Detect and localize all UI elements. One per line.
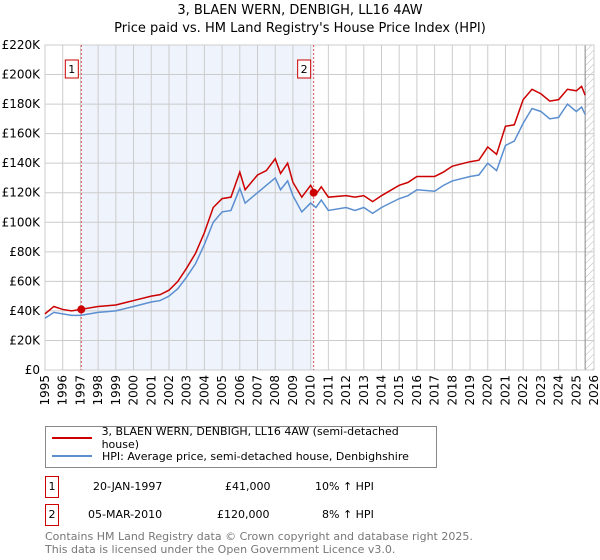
sale-point	[77, 305, 86, 314]
legend-label: 3, BLAEN WERN, DENBIGH, LL16 4AW (semi-d…	[101, 425, 399, 451]
transaction-date: 20-JAN-1997	[93, 480, 163, 493]
y-tick-label: £120K	[2, 186, 42, 200]
x-tick-label: 2007	[251, 375, 265, 406]
x-tick-label: 2017	[428, 375, 442, 406]
hpi-series-line	[44, 102, 586, 319]
legend-item-property: 3, BLAEN WERN, DENBIGH, LL16 4AW (semi-d…	[52, 425, 436, 451]
x-tick-label: 2000	[127, 375, 141, 406]
y-tick-label: £100K	[2, 215, 42, 229]
x-tick-label: 2023	[534, 375, 548, 406]
plot-border	[44, 44, 595, 371]
footer: Contains HM Land Registry data © Crown c…	[45, 530, 473, 556]
footer-line: Contains HM Land Registry data © Crown c…	[45, 530, 473, 543]
x-tick-label: 1996	[56, 375, 70, 406]
transaction-hpi: 8% ↑ HPI	[322, 508, 374, 521]
transaction-marker: 1	[45, 476, 59, 498]
x-tick-label: 2004	[197, 375, 211, 406]
legend-label: HPI: Average price, semi-detached house,…	[102, 449, 409, 463]
sale-label-box	[297, 59, 312, 79]
y-tick-label: £160K	[2, 127, 42, 141]
y-tick-label: £40K	[9, 304, 41, 318]
x-tick-label: 2014	[374, 375, 388, 406]
price-chart: 1995 1996 1997 1998 1999 2000 2001 2002 2003 2004…	[2, 38, 600, 406]
hatched-future-region	[585, 45, 594, 370]
x-tick-label: 2012	[339, 375, 353, 406]
sale-point	[309, 188, 318, 197]
transaction-row: 1 20-JAN-1997 £41,000 10% ↑ HPI	[45, 476, 445, 500]
transaction-row: 2 05-MAR-2010 £120,000 8% ↑ HPI	[45, 504, 445, 528]
x-tick-label: 2021	[498, 375, 512, 406]
x-tick-label: 2016	[410, 375, 424, 406]
x-tick-label: 2018	[445, 375, 459, 406]
y-tick-label: £140K	[2, 156, 42, 170]
x-tick-label: 2015	[392, 375, 406, 406]
x-tick-label: 2009	[286, 375, 300, 406]
x-tick-label: 1999	[109, 375, 123, 406]
x-tick-label: 1995	[38, 375, 52, 406]
chart-subtitle: Price paid vs. HM Land Registry's House …	[114, 21, 486, 36]
y-tick-label: £80K	[9, 245, 41, 259]
x-tick-label: 2011	[321, 375, 335, 406]
legend: 3, BLAEN WERN, DENBIGH, LL16 4AW (semi-d…	[45, 425, 437, 468]
x-tick-label: 2019	[463, 375, 477, 406]
transaction-marker: 2	[45, 504, 59, 526]
x-tick-label: 2025	[569, 375, 583, 406]
chart-title: 3, BLAEN WERN, DENBIGH, LL16 4AW	[177, 3, 423, 18]
y-tick-label: £200K	[2, 68, 42, 82]
x-tick-label: 1997	[73, 375, 87, 406]
x-tick-label: 2006	[233, 375, 247, 406]
x-tick-label: 2026	[587, 375, 600, 406]
y-tick-label: £180K	[2, 97, 42, 111]
legend-item-hpi: HPI: Average price, semi-detached house,…	[52, 448, 409, 464]
legend-swatch-blue	[52, 455, 92, 457]
x-tick-label: 2001	[144, 375, 158, 406]
sale-label-box	[64, 59, 79, 79]
sale-label: 2	[301, 63, 308, 76]
x-tick-label: 2002	[162, 375, 176, 406]
y-tick-label: £60K	[9, 274, 41, 288]
x-tick-label: 2010	[304, 375, 318, 406]
legend-swatch-red	[52, 437, 92, 439]
transaction-price: £120,000	[217, 508, 270, 521]
x-tick-label: 2024	[552, 375, 566, 406]
transaction-date: 05-MAR-2010	[88, 508, 163, 521]
y-tick-label: £0	[25, 363, 40, 377]
transaction-hpi: 10% ↑ HPI	[315, 480, 374, 493]
x-tick-label: 2008	[268, 375, 282, 406]
x-tick-label: 2020	[481, 375, 495, 406]
y-tick-label: £20K	[9, 333, 41, 347]
x-tick-label: 2022	[516, 375, 530, 406]
footer-line: This data is licensed under the Open Gov…	[45, 543, 396, 556]
transaction-price: £41,000	[225, 480, 271, 493]
sale-label: 1	[68, 63, 75, 76]
x-tick-label: 1998	[91, 375, 105, 406]
x-tick-label: 2005	[215, 375, 229, 406]
x-tick-label: 2003	[180, 375, 194, 406]
y-tick-label: £220K	[2, 38, 42, 52]
x-tick-label: 2013	[357, 375, 371, 406]
